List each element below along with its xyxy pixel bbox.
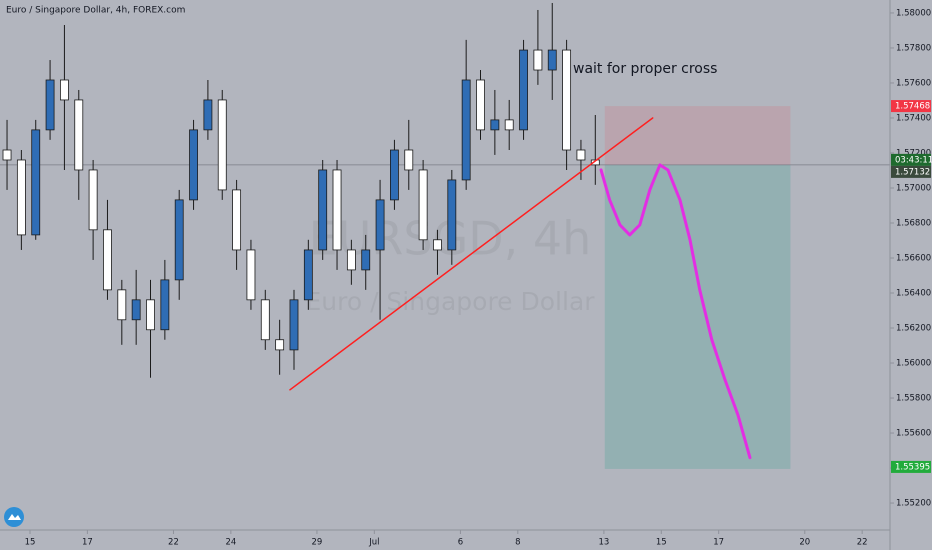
x-tick-label: 24 [225,538,236,548]
target-price-box [891,460,931,473]
plot-layer [2,2,752,460]
candle-body [16,159,26,236]
candle-body [404,149,414,171]
x-tick-label: 6 [458,538,463,548]
background-layer [0,106,890,469]
current-price-box [891,165,931,178]
candle-body [60,79,69,101]
annotation: wait for proper cross [573,61,717,77]
candle-body [461,79,471,181]
candle-body [117,289,127,321]
candle-body [174,199,184,281]
candle-body [31,129,41,236]
y-tick-label: 1.55600 [896,429,931,439]
target-price-label: 1.55395 [895,462,930,472]
candle-body [533,49,543,71]
y-tick-label: 1.56800 [896,218,931,228]
x-tick-label: 22 [168,538,179,548]
candle-body [447,179,457,251]
candle-body [303,249,313,301]
candle-body [289,299,299,351]
candle-body [217,99,227,191]
x-tick-label: 17 [713,538,724,548]
stop-zone [604,106,791,165]
candle-body [189,129,198,201]
y-tick-label: 1.57800 [896,43,931,53]
x-tick-label: 17 [82,538,93,548]
candle-body [246,249,256,301]
candle-body [275,339,285,351]
candle-body [504,119,514,131]
candle-body [562,49,572,151]
candle-body [590,159,600,166]
y-tick-label: 1.57400 [896,113,931,123]
candle-body [346,249,356,271]
logo-glyph [8,514,21,520]
trend-line [289,117,654,391]
axis-layer: 1.58000 1.57800 1.57600 1.57400 1.57200 1.570… [25,8,932,547]
target-zone [604,164,791,469]
candle-body [490,119,500,131]
y-tick-label: 1.55800 [896,394,931,404]
x-tick-label: 20 [799,538,810,548]
y-tick-label: 1.57200 [896,148,931,158]
y-tick-label: 1.57600 [896,78,931,88]
logo [4,507,24,527]
y-tick-label: 1.58000 [896,8,931,18]
candle-body [332,169,342,251]
y-tick-label: 1.56600 [896,253,931,263]
candle-body [433,239,442,251]
candle-body [160,279,170,331]
x-tick-label: 22 [857,538,868,548]
candle-body [476,79,485,131]
chart-title: Euro / Singapore Dollar, 4h, FOREX.com [6,6,185,16]
x-tick-label: 15 [25,538,36,548]
y-tick-label: 1.55200 [896,499,931,509]
x-tick-label: Jul [368,538,379,548]
candle-body [418,169,428,241]
candle-body [232,189,242,251]
candle-body [390,149,399,201]
projected-path [599,163,752,460]
x-tick-label: 15 [656,538,667,548]
watermark-name: Euro / Singapore Dollar [305,287,595,316]
stop-price-box [891,100,931,113]
candle-body [576,149,586,161]
candle-body [88,169,98,231]
candle-body [2,149,12,161]
y-tick-label: 1.57000 [896,183,931,193]
stop-price-label: 1.57468 [895,102,930,112]
candle-body [318,169,328,251]
candle-body [45,79,55,131]
candle-body [260,299,270,341]
candle-body [375,199,385,251]
countdown-box [891,153,931,166]
candle-body [519,49,528,131]
y-tick-label: 1.56200 [896,324,931,334]
y-tick-label: 1.56000 [896,359,931,369]
candle-body [146,299,155,331]
candle-body [547,49,557,71]
candle-body [361,249,371,271]
x-tick-label: 8 [515,538,520,548]
countdown-label: 03:43:11 [895,155,932,165]
x-tick-label: 13 [598,538,609,548]
candle-body [103,229,112,291]
current-price-label: 1.57132 [895,167,930,177]
candle-body [131,299,141,321]
candle-body [74,99,84,171]
y-tick-label: 1.56400 [896,289,931,299]
x-tick-label: 29 [312,538,323,548]
candle-body [203,99,213,131]
